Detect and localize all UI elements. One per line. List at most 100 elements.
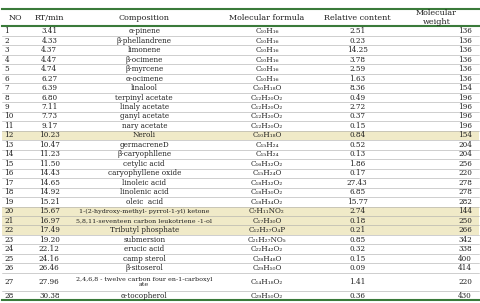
- Text: C₁₀H₁₆: C₁₀H₁₆: [255, 56, 278, 64]
- Text: 0.37: 0.37: [348, 112, 364, 121]
- Text: β-phellandrene: β-phellandrene: [117, 37, 171, 45]
- Text: C₁₂H₂₀O₂: C₁₂H₂₀O₂: [250, 94, 283, 102]
- Text: C₂₈H₄₈O: C₂₈H₄₈O: [252, 255, 281, 263]
- Text: 0.85: 0.85: [348, 236, 364, 244]
- Text: erucic acid: erucic acid: [124, 245, 164, 253]
- Text: β-caryophllene: β-caryophllene: [117, 150, 171, 158]
- Text: 250: 250: [457, 217, 471, 225]
- Text: 11.50: 11.50: [39, 160, 60, 168]
- Text: 17.49: 17.49: [39, 226, 60, 234]
- Text: 0.15: 0.15: [348, 122, 364, 130]
- Text: 8: 8: [4, 94, 9, 102]
- Text: 27.96: 27.96: [39, 278, 60, 286]
- Text: 266: 266: [457, 226, 471, 234]
- Text: 0.36: 0.36: [348, 291, 364, 300]
- Text: α-pinene: α-pinene: [128, 27, 160, 35]
- Text: 338: 338: [457, 245, 471, 253]
- Text: 15.77: 15.77: [346, 198, 367, 206]
- Text: 22: 22: [4, 226, 13, 234]
- Text: C₁₆H₃₂O₂: C₁₆H₃₂O₂: [250, 160, 283, 168]
- Text: 26: 26: [4, 264, 13, 272]
- Text: C₁₀H₁₆: C₁₀H₁₆: [255, 37, 278, 45]
- Text: cetylic acid: cetylic acid: [123, 160, 165, 168]
- Text: 6.27: 6.27: [41, 75, 57, 83]
- Text: C₁₅H₂₄: C₁₅H₂₄: [255, 150, 278, 158]
- Text: 18: 18: [4, 188, 13, 196]
- Text: 196: 196: [457, 122, 471, 130]
- Text: 1.63: 1.63: [348, 75, 364, 83]
- Text: submersion: submersion: [123, 236, 165, 244]
- Text: 1: 1: [4, 27, 9, 35]
- Text: 154: 154: [457, 84, 471, 92]
- Bar: [2, 207, 478, 216]
- Text: Molecular formula: Molecular formula: [229, 14, 304, 22]
- Text: terpinyl acetate: terpinyl acetate: [115, 94, 173, 102]
- Text: 7.11: 7.11: [41, 103, 58, 111]
- Text: limonene: limonene: [127, 46, 161, 54]
- Bar: [2, 225, 478, 235]
- Text: 136: 136: [457, 65, 471, 73]
- Text: 278: 278: [457, 188, 471, 196]
- Text: 23: 23: [4, 236, 13, 244]
- Text: C₁₂H₂₀O₂: C₁₂H₂₀O₂: [250, 112, 283, 121]
- Text: 5,8,11-seventeen carbon leukotriene -1-ol: 5,8,11-seventeen carbon leukotriene -1-o…: [76, 218, 212, 223]
- Text: 278: 278: [457, 179, 471, 187]
- Text: 27.43: 27.43: [346, 179, 367, 187]
- Text: 25: 25: [4, 255, 13, 263]
- Text: 0.21: 0.21: [348, 226, 364, 234]
- Text: 0.09: 0.09: [348, 264, 364, 272]
- Text: 196: 196: [457, 112, 471, 121]
- Text: 6.85: 6.85: [348, 188, 364, 196]
- Text: C₂₉H₅₀O: C₂₉H₅₀O: [252, 264, 281, 272]
- Text: 136: 136: [457, 56, 471, 64]
- Text: 220: 220: [457, 169, 471, 177]
- Text: 14.43: 14.43: [39, 169, 60, 177]
- Text: 6.80: 6.80: [41, 94, 57, 102]
- Text: 15: 15: [4, 160, 13, 168]
- Text: 0.32: 0.32: [348, 245, 364, 253]
- Text: 17: 17: [4, 179, 13, 187]
- Text: C₁₂H₂₀O₂: C₁₂H₂₀O₂: [250, 103, 283, 111]
- Text: β-sitoserol: β-sitoserol: [125, 264, 163, 272]
- Text: 282: 282: [457, 198, 471, 206]
- Text: C₁₈H₃₀O₂: C₁₈H₃₀O₂: [250, 188, 283, 196]
- Text: 13: 13: [4, 141, 13, 149]
- Text: 3: 3: [4, 46, 9, 54]
- Text: 136: 136: [457, 75, 471, 83]
- Text: C₁₀H₁₆: C₁₀H₁₆: [255, 27, 278, 35]
- Text: 136: 136: [457, 37, 471, 45]
- Text: C₂₉H₅₀O₂: C₂₉H₅₀O₂: [250, 291, 283, 300]
- Text: 0.18: 0.18: [348, 217, 364, 225]
- Text: 1.86: 1.86: [348, 160, 364, 168]
- Text: 16.97: 16.97: [39, 217, 60, 225]
- Text: oleic  acid: oleic acid: [125, 198, 163, 206]
- Text: Relative content: Relative content: [323, 14, 390, 22]
- Text: 8.36: 8.36: [348, 84, 364, 92]
- Text: 6: 6: [4, 75, 9, 83]
- Bar: [2, 216, 478, 225]
- Text: nary acetate: nary acetate: [121, 122, 167, 130]
- Text: C₁₄H₁₈O₂: C₁₄H₁₈O₂: [250, 278, 283, 286]
- Text: 196: 196: [457, 103, 471, 111]
- Text: 2.59: 2.59: [348, 65, 364, 73]
- Text: 15.67: 15.67: [39, 207, 60, 215]
- Text: 20: 20: [4, 207, 13, 215]
- Text: C₁₀H₁₆: C₁₀H₁₆: [255, 46, 278, 54]
- Text: 2: 2: [4, 37, 9, 45]
- Text: 11: 11: [4, 122, 14, 130]
- Text: 2.72: 2.72: [348, 103, 364, 111]
- Text: 196: 196: [457, 94, 471, 102]
- Text: C₁₀H₁₈O: C₁₀H₁₈O: [252, 132, 281, 139]
- Text: 256: 256: [457, 160, 471, 168]
- Text: linalool: linalool: [131, 84, 157, 92]
- Text: 19: 19: [4, 198, 13, 206]
- Text: C₁₂H₂₀O₂: C₁₂H₂₀O₂: [250, 122, 283, 130]
- Text: 7: 7: [4, 84, 9, 92]
- Text: 14.65: 14.65: [39, 179, 60, 187]
- Text: 430: 430: [457, 291, 471, 300]
- Text: 2,4,6,8 - twelve carbon four en-1-carboxyl
ate: 2,4,6,8 - twelve carbon four en-1-carbox…: [76, 277, 212, 287]
- Text: 19.20: 19.20: [39, 236, 60, 244]
- Text: 10.23: 10.23: [39, 132, 60, 139]
- Text: β-myrcene: β-myrcene: [125, 65, 163, 73]
- Text: C₁₀H₁₆: C₁₀H₁₆: [255, 75, 278, 83]
